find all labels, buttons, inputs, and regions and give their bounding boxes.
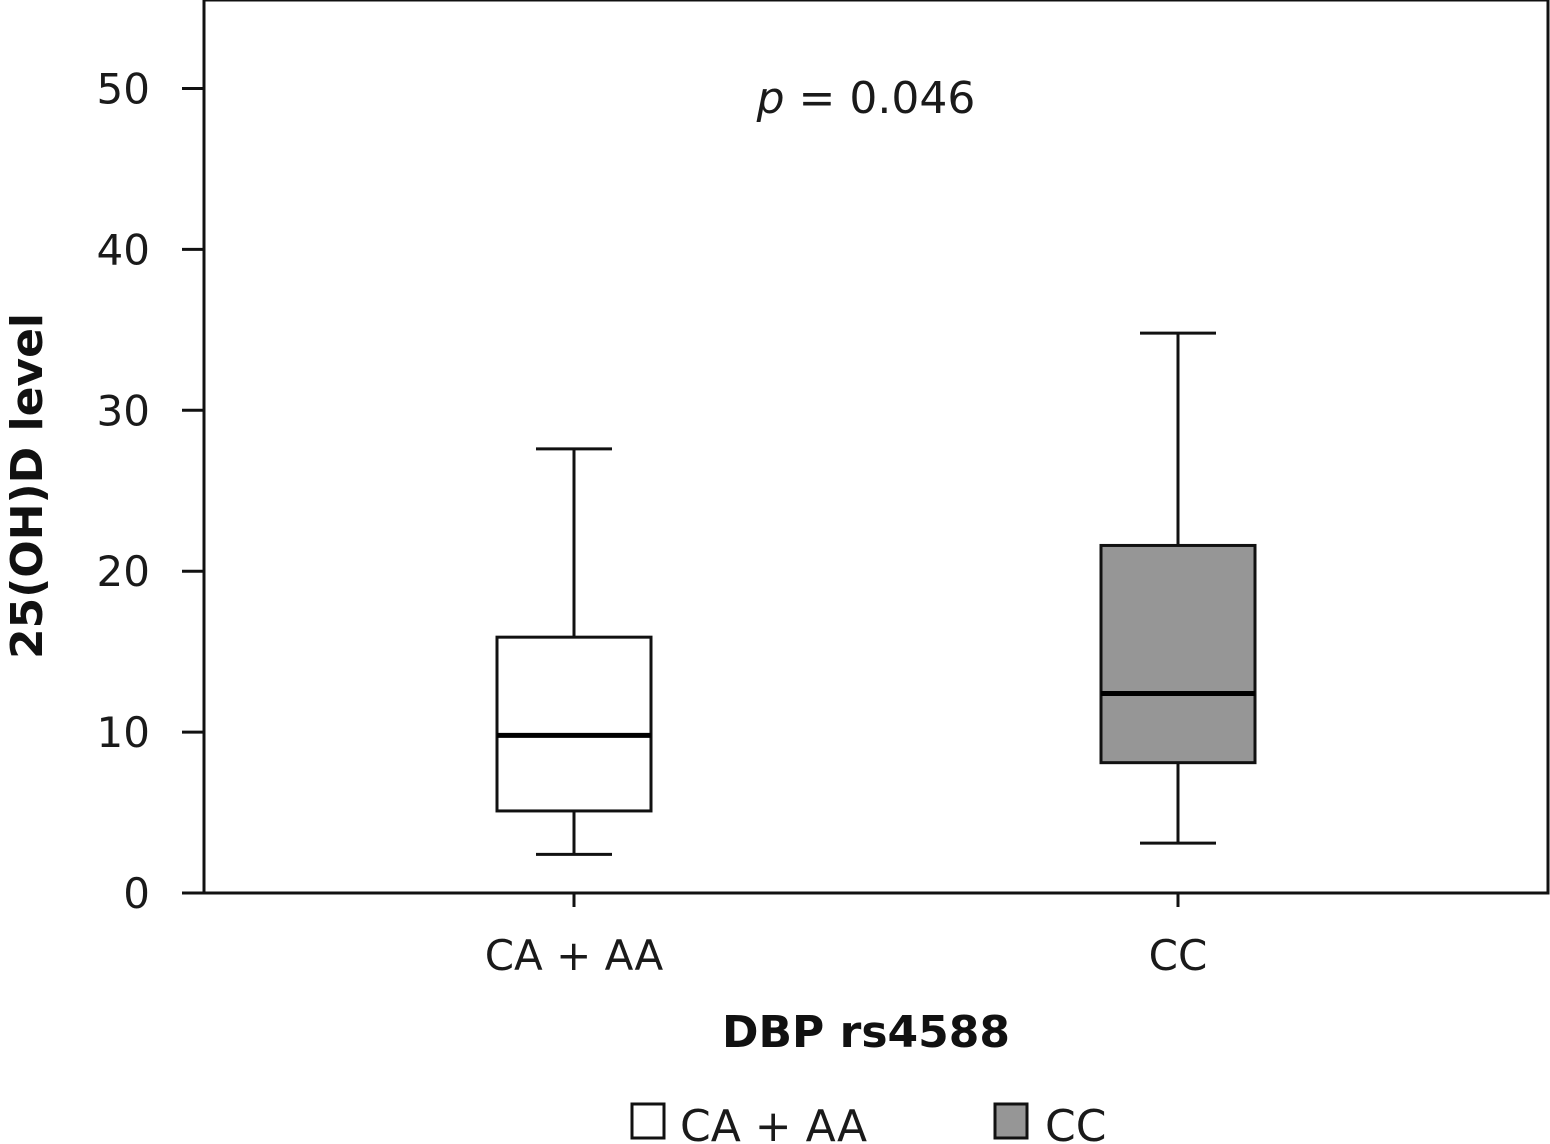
plot-frame <box>202 0 1550 895</box>
box-0 <box>495 447 653 856</box>
boxes <box>495 331 1257 856</box>
x-tick-label-0: CA + AA <box>485 931 664 980</box>
legend-label-1: CC <box>1045 1101 1106 1144</box>
x-axis-title: DBP rs4588 <box>722 1007 1010 1058</box>
box-1 <box>1099 331 1257 845</box>
iqr-box <box>495 635 653 813</box>
y-tick-label-20: 20 <box>97 547 150 596</box>
x-axis: CA + AA CC <box>182 891 1548 980</box>
p-value-annotation: p = 0.046 <box>756 73 976 124</box>
legend: CA + AA CC <box>630 1101 1106 1144</box>
y-tick-label-40: 40 <box>97 225 150 274</box>
y-tick-label-30: 30 <box>97 386 150 435</box>
legend-swatch-1 <box>993 1102 1029 1140</box>
y-tick-label-10: 10 <box>97 708 150 757</box>
x-tick-label-1: CC <box>1149 931 1208 980</box>
iqr-box <box>1099 543 1257 765</box>
y-tick-label-0: 0 <box>123 869 150 918</box>
y-tick-label-50: 50 <box>97 64 150 113</box>
legend-swatch-0 <box>630 1102 666 1140</box>
legend-label-0: CA + AA <box>680 1101 867 1144</box>
y-axis-title: 25(OH)D level <box>2 313 53 659</box>
y-axis: 0 10 20 30 40 50 <box>97 64 204 918</box>
